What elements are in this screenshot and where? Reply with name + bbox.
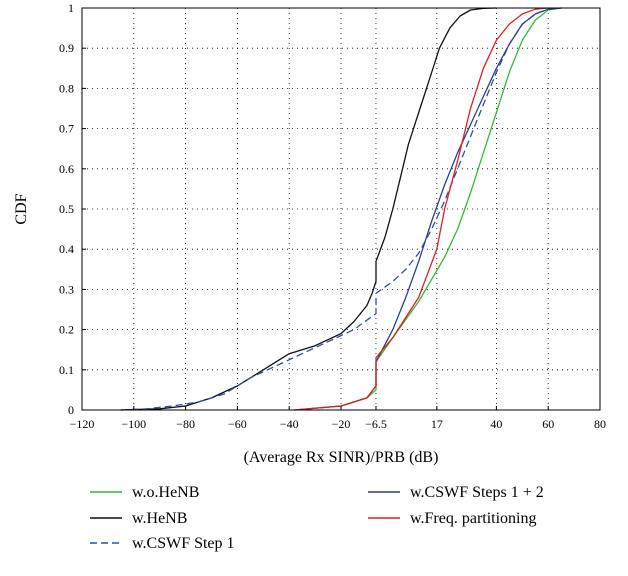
x-tick-label: −100 [121, 417, 146, 431]
series-line-5 [294, 7, 549, 411]
legend-label: w.Freq. partitioning [410, 510, 537, 527]
axis-ticks: −120 −100 −80 −60 −40 −20 −6.5 17 40 60 80 0 0.1 0.2 0… [59, 1, 606, 431]
y-tick-label: 0.7 [59, 122, 74, 136]
x-tick-label: −80 [176, 417, 195, 431]
x-axis-title: (Average Rx SINR)/PRB (dB) [244, 449, 439, 466]
y-tick-label: 0.4 [59, 242, 74, 256]
x-tick-label: −6.5 [365, 417, 387, 431]
x-tick-label: 17 [431, 417, 443, 431]
y-tick-label: 0.2 [59, 323, 74, 337]
y-tick-label: 0.1 [59, 363, 74, 377]
grid-lines [82, 8, 600, 410]
y-tick-label: 0.9 [59, 41, 74, 55]
legend-label: w.CSWF Steps 1 + 2 [410, 484, 544, 501]
y-tick-label: 0.8 [59, 81, 74, 95]
legend-label: w.o.HeNB [132, 484, 199, 501]
x-tick-label: −20 [332, 417, 351, 431]
x-tick-label: 60 [542, 417, 554, 431]
legend: w.o.HeNB w.HeNB w.CSWF Step 1 w.CSWF Steps … [90, 484, 544, 552]
y-tick-label: 0.5 [59, 202, 74, 216]
series-line-3 [120, 7, 562, 411]
y-tick-label: 0.6 [59, 162, 74, 176]
y-tick-label: 0 [68, 403, 74, 417]
x-tick-label: −60 [228, 417, 247, 431]
y-axis-title: CDF [13, 193, 30, 224]
x-tick-label: −120 [70, 417, 95, 431]
x-tick-label: 40 [490, 417, 502, 431]
legend-label: w.HeNB [132, 510, 187, 527]
x-tick-label: −40 [280, 417, 299, 431]
y-tick-label: 1 [68, 1, 74, 15]
series-lines [120, 7, 562, 411]
x-tick-label: 80 [594, 417, 606, 431]
legend-label: w.CSWF Step 1 [132, 535, 235, 552]
series-line-1 [294, 7, 562, 411]
y-tick-label: 0.3 [59, 282, 74, 296]
